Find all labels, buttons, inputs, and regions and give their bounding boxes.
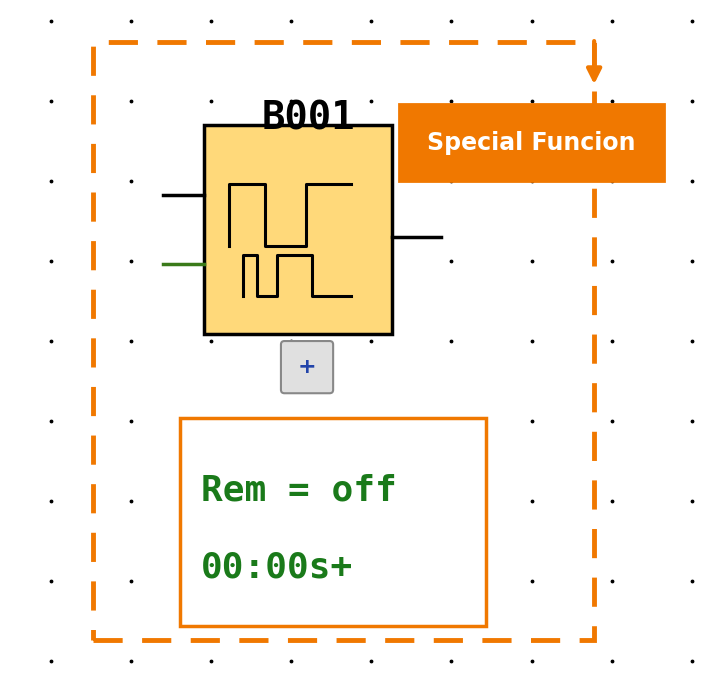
FancyBboxPatch shape <box>204 125 393 334</box>
Text: B001: B001 <box>262 100 355 137</box>
Text: Rem = off: Rem = off <box>201 474 397 507</box>
Text: 00:00s+: 00:00s+ <box>201 551 353 585</box>
FancyBboxPatch shape <box>180 418 486 626</box>
FancyBboxPatch shape <box>399 104 664 181</box>
Text: Special Funcion: Special Funcion <box>428 131 636 155</box>
FancyBboxPatch shape <box>281 341 333 393</box>
Text: +: + <box>297 357 316 377</box>
